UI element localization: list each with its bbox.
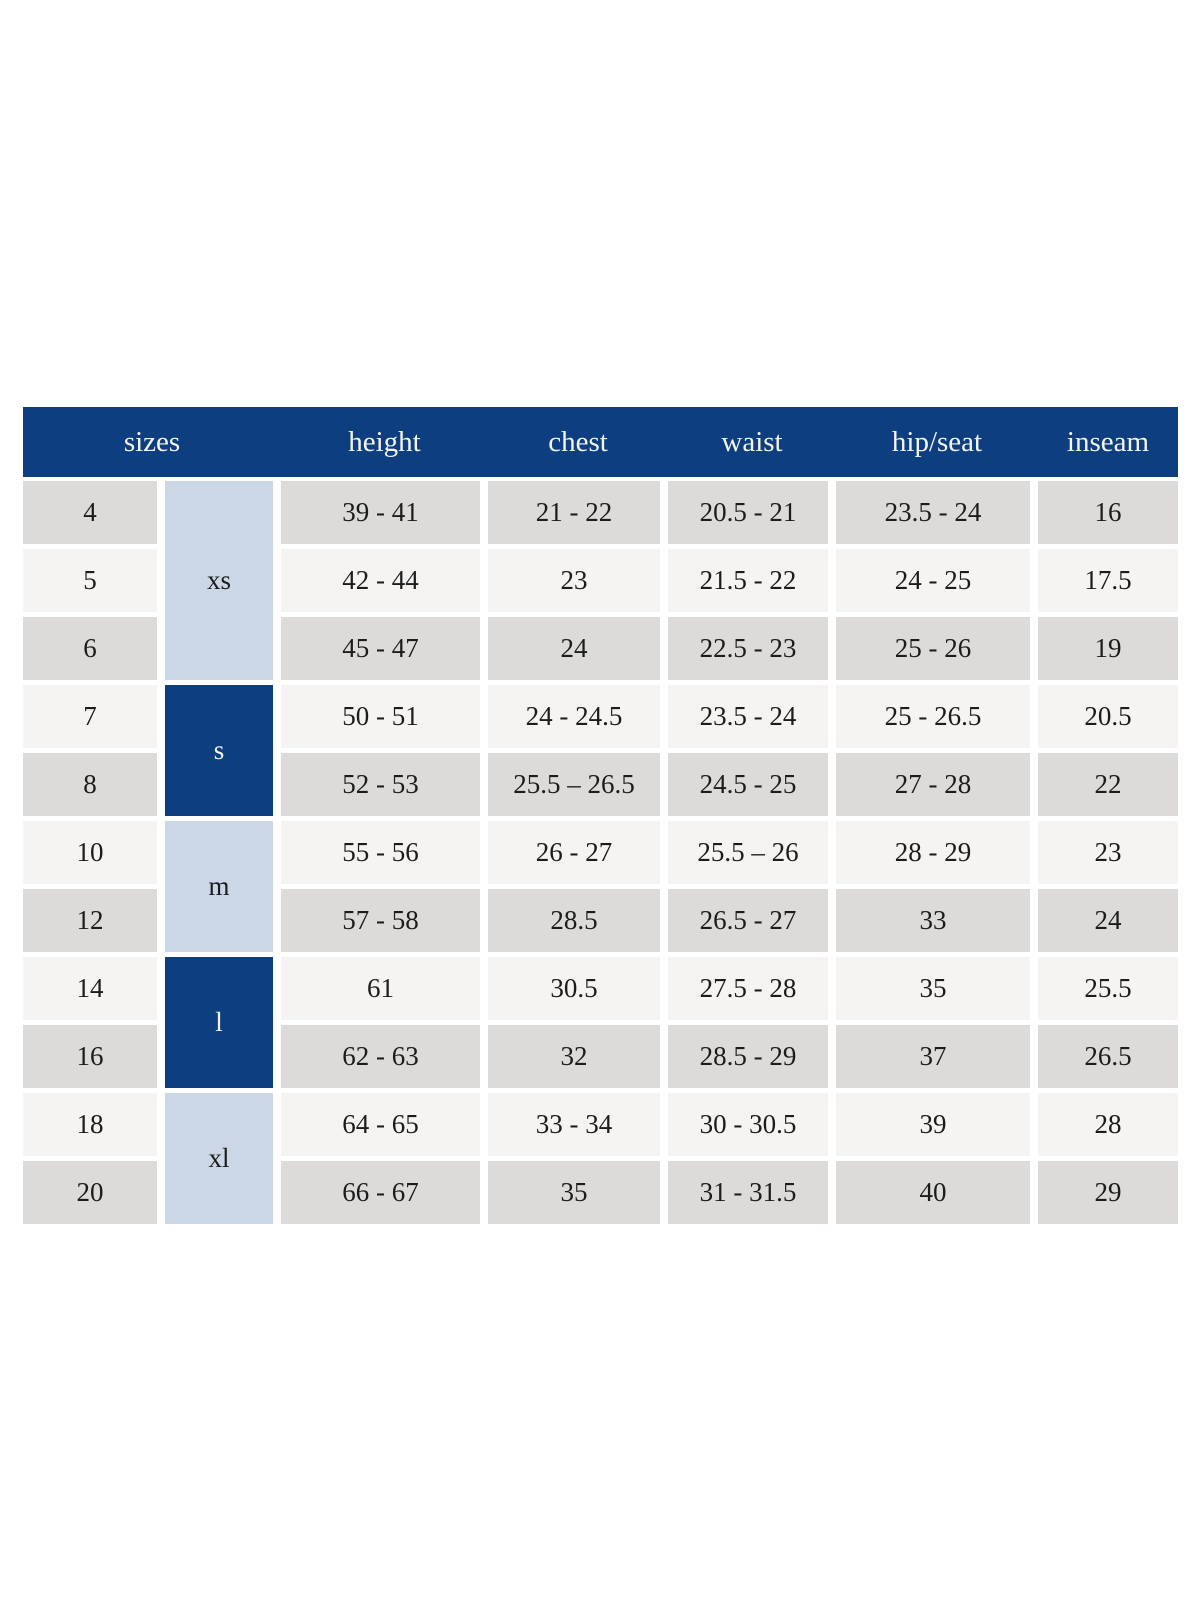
size-chart-body: 4 xs 39 - 41 21 - 22 20.5 - 21 23.5 - 24… [23,481,1178,1229]
inseam-cell: 20.5 [1038,685,1178,753]
chest-cell: 28.5 [488,889,668,957]
size-cell: 18 [23,1093,165,1161]
waist-cell: 21.5 - 22 [668,549,836,617]
height-cell: 64 - 65 [281,1093,488,1161]
waist-cell: 25.5 – 26 [668,821,836,889]
size-cell: 4 [23,481,165,549]
inseam-cell: 19 [1038,617,1178,685]
table-row: 14 l 61 30.5 27.5 - 28 35 25.5 [23,957,1178,1093]
table-row: 18 xl 64 - 65 33 - 34 30 - 30.5 39 28 [23,1093,1178,1229]
size-cell: 20 [23,1161,165,1229]
chest-cell: 24 - 24.5 [488,685,668,753]
hip-seat-cell: 23.5 - 24 [836,481,1038,549]
header-cell-waist: waist [721,425,783,458]
chest-cell: 21 - 22 [488,481,668,549]
hip-seat-cell: 40 [836,1161,1038,1229]
header-cell-chest: chest [548,425,608,458]
waist-cell: 28.5 - 29 [668,1025,836,1093]
hip-seat-cell: 35 [836,957,1038,1025]
hip-seat-cell: 25 - 26.5 [836,685,1038,753]
group-cell-xl: xl [165,1093,281,1229]
height-cell: 66 - 67 [281,1161,488,1229]
height-cell: 52 - 53 [281,753,488,821]
table-row: 12 57 - 58 28.5 26.5 - 27 33 24 [23,889,1178,957]
hip-seat-cell: 25 - 26 [836,617,1038,685]
inseam-cell: 28 [1038,1093,1178,1161]
chest-cell: 35 [488,1161,668,1229]
size-cell: 7 [23,685,165,753]
size-cell: 6 [23,617,165,685]
chest-cell: 25.5 – 26.5 [488,753,668,821]
table-row: 8 52 - 53 25.5 – 26.5 24.5 - 25 27 - 28 … [23,753,1178,821]
chest-cell: 30.5 [488,957,668,1025]
hip-seat-cell: 37 [836,1025,1038,1093]
inseam-cell: 29 [1038,1161,1178,1229]
waist-cell: 23.5 - 24 [668,685,836,753]
table-header-row: sizes height chest waist hip/seat inseam [23,407,1178,477]
header-cell-inseam: inseam [1066,425,1150,458]
waist-cell: 20.5 - 21 [668,481,836,549]
table-row: 10 m 55 - 56 26 - 27 25.5 – 26 28 - 29 2… [23,821,1178,957]
waist-cell: 31 - 31.5 [668,1161,836,1229]
hip-seat-cell: 28 - 29 [836,821,1038,889]
table-row: 7 s 50 - 51 24 - 24.5 23.5 - 24 25 - 26.… [23,685,1178,821]
size-cell: 10 [23,821,165,889]
header-cell-hip-seat: hip/seat [891,425,983,458]
waist-cell: 27.5 - 28 [668,957,836,1025]
inseam-cell: 16 [1038,481,1178,549]
size-cell: 5 [23,549,165,617]
inseam-cell: 23 [1038,821,1178,889]
height-cell: 42 - 44 [281,549,488,617]
height-cell: 61 [281,957,488,1025]
hip-seat-cell: 39 [836,1093,1038,1161]
group-cell-m: m [165,821,281,957]
size-cell: 8 [23,753,165,821]
height-cell: 57 - 58 [281,889,488,957]
group-cell-l: l [165,957,281,1093]
table-row: 6 45 - 47 24 22.5 - 23 25 - 26 19 [23,617,1178,685]
size-chart-table: sizes height chest waist hip/seat inseam… [23,407,1178,1229]
table-row: 20 66 - 67 35 31 - 31.5 40 29 [23,1161,1178,1229]
size-cell: 12 [23,889,165,957]
chest-cell: 24 [488,617,668,685]
group-cell-s: s [165,685,281,821]
chest-cell: 26 - 27 [488,821,668,889]
height-cell: 62 - 63 [281,1025,488,1093]
header-cell-sizes: sizes [123,425,181,458]
size-cell: 16 [23,1025,165,1093]
height-cell: 55 - 56 [281,821,488,889]
inseam-cell: 24 [1038,889,1178,957]
hip-seat-cell: 24 - 25 [836,549,1038,617]
header-cell-height: height [348,425,421,458]
table-row: 4 xs 39 - 41 21 - 22 20.5 - 21 23.5 - 24… [23,481,1178,685]
hip-seat-cell: 33 [836,889,1038,957]
inseam-cell: 25.5 [1038,957,1178,1025]
group-cell-xs: xs [165,481,281,685]
height-cell: 39 - 41 [281,481,488,549]
hip-seat-cell: 27 - 28 [836,753,1038,821]
height-cell: 50 - 51 [281,685,488,753]
chest-cell: 23 [488,549,668,617]
height-cell: 45 - 47 [281,617,488,685]
inseam-cell: 17.5 [1038,549,1178,617]
table-row: 5 42 - 44 23 21.5 - 22 24 - 25 17.5 [23,549,1178,617]
table-row: 16 62 - 63 32 28.5 - 29 37 26.5 [23,1025,1178,1093]
waist-cell: 24.5 - 25 [668,753,836,821]
chest-cell: 32 [488,1025,668,1093]
inseam-cell: 22 [1038,753,1178,821]
waist-cell: 30 - 30.5 [668,1093,836,1161]
chest-cell: 33 - 34 [488,1093,668,1161]
inseam-cell: 26.5 [1038,1025,1178,1093]
waist-cell: 22.5 - 23 [668,617,836,685]
size-cell: 14 [23,957,165,1025]
waist-cell: 26.5 - 27 [668,889,836,957]
